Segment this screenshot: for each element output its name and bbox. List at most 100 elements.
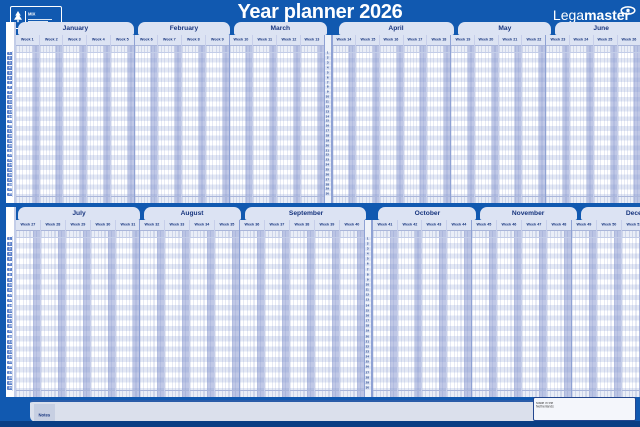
row-number-badge: 11 — [7, 288, 13, 292]
week-header-label: Week 2 — [44, 38, 58, 42]
row-number-badge: 21 — [324, 148, 331, 153]
month-group-october: Week 41 Week 42 Week 43 Week 44 — [371, 220, 472, 397]
fsc-divider — [25, 11, 26, 24]
month-group-june: Week 23 Week 24 Week 25 Week 26 — [545, 35, 640, 203]
row-number-cell: 23 — [364, 349, 371, 354]
day-date-strip-top — [547, 231, 572, 238]
row-number-cell: 17 — [364, 319, 371, 324]
day-date-strip-bottom — [474, 196, 498, 203]
day-date-strip-top — [522, 46, 546, 53]
row-number-cell: 23 — [6, 349, 14, 354]
week-header: Week 16 — [380, 35, 403, 46]
week-header-label: Week 42 — [402, 223, 417, 227]
week-column: Week 38 — [288, 220, 314, 397]
week-header-label: Week 21 — [502, 38, 518, 42]
row-number-text: 13 — [8, 110, 12, 114]
week-day-grid — [205, 53, 229, 196]
day-date-strip-bottom — [380, 196, 403, 203]
row-number-cell: 26 — [364, 365, 371, 370]
row-number-badge: 21 — [7, 148, 13, 153]
row-number-text: 21 — [325, 149, 330, 153]
row-number-text: 9 — [9, 90, 11, 94]
row-number-text: 5 — [366, 257, 369, 261]
row-number-cell: 20 — [6, 334, 14, 339]
week-header: Week 50 — [596, 220, 621, 231]
week-day-grid — [332, 53, 356, 196]
row-number-text: 8 — [9, 85, 11, 89]
month-tab-label: July — [72, 210, 86, 217]
row-number-cell: 7 — [6, 80, 14, 85]
week-day-grid — [190, 238, 215, 390]
week-column: Week 50 — [595, 220, 621, 397]
week-header: Week 29 — [65, 220, 90, 231]
week-column: Week 48 — [546, 220, 572, 397]
row-number-text: 4 — [9, 66, 11, 70]
week-column: Week 20 — [473, 35, 498, 203]
week-day-grid — [427, 53, 451, 196]
row-number-text: 29 — [8, 381, 12, 385]
month-group-november: Week 45 Week 46 Week 47 Week 48 — [471, 220, 572, 397]
row-number-text: 10 — [8, 283, 12, 287]
company-name: Legamaster International B.V. — [607, 399, 640, 417]
row-number-badge: 2 — [7, 56, 13, 61]
row-number-text: 28 — [8, 376, 12, 380]
day-date-strip-bottom — [397, 390, 422, 397]
week-column: Week 4 — [86, 35, 110, 203]
row-number-cell: 15 — [6, 308, 14, 313]
legamaster-logo: Legamaster — [553, 6, 636, 23]
day-date-strip-bottom — [472, 390, 497, 397]
row-number-cell: 19 — [324, 138, 331, 143]
month-tab-april: April — [338, 22, 455, 35]
day-date-strip-top — [497, 231, 522, 238]
row-number-cell: 23 — [6, 158, 14, 163]
row-number-badge: 12 — [7, 293, 13, 298]
week-header-label: Week 35 — [219, 223, 235, 227]
day-date-strip-bottom — [265, 390, 289, 397]
week-header-label: Week 17 — [407, 38, 423, 42]
month-tab-label: April — [388, 25, 405, 32]
week-day-grid — [497, 238, 522, 390]
week-column: Week 35 — [214, 220, 240, 397]
row-number-cell: 18 — [6, 134, 14, 139]
week-column: Week 33 — [164, 220, 190, 397]
week-column: Week 36 — [240, 220, 265, 397]
day-date-strip-top — [403, 46, 427, 53]
row-number-text: 30 — [8, 192, 12, 196]
row-number-badge: 25 — [364, 360, 371, 365]
row-number-cell: 14 — [6, 303, 14, 308]
day-date-strip-top — [447, 231, 472, 238]
row-number-badge: 2 — [364, 241, 371, 246]
page-title: Year planner 2026 — [237, 1, 403, 23]
week-day-grid — [115, 238, 140, 390]
row-number-badge: 27 — [7, 177, 13, 182]
row-number-text: 23 — [8, 158, 12, 162]
week-column: Week 13 — [299, 35, 324, 203]
month-tab-label: May — [498, 25, 511, 32]
row-number-cell: 28 — [6, 182, 14, 187]
row-numbers-left: 1 2 3 4 5 6 7 8 9 10 11 12 13 14 15 16 17 18 19 20 21 22 23 24 2… — [6, 207, 15, 397]
day-date-strip-top — [570, 46, 593, 53]
row-number-cell: 13 — [6, 109, 14, 114]
day-date-strip-bottom — [182, 196, 205, 203]
row-number-badge: 1 — [324, 51, 331, 56]
row-number-badge: 15 — [364, 308, 371, 313]
day-date-strip-bottom — [63, 196, 87, 203]
row-number-badge: 17 — [324, 129, 331, 133]
week-column: Week 21 — [497, 35, 522, 203]
row-number-cell: 28 — [364, 375, 371, 380]
day-date-strip-top — [229, 46, 253, 53]
row-number-badge: 30 — [7, 192, 13, 197]
week-header: Week 34 — [190, 220, 215, 231]
fsc-smalltext-line — [28, 20, 48, 22]
row-number-text: 10 — [365, 283, 370, 287]
week-day-grid — [300, 53, 324, 196]
row-number-badge: 8 — [364, 272, 371, 277]
day-date-strip-top — [472, 231, 497, 238]
week-header-label: Week 36 — [244, 223, 260, 227]
week-header-label: Week 33 — [169, 223, 185, 227]
day-date-strip-top — [253, 46, 277, 53]
day-date-strip-bottom — [16, 196, 39, 203]
row-number-cell: 30 — [324, 192, 331, 197]
row-number-text: 2 — [326, 56, 329, 60]
week-header: Week 2 — [39, 35, 63, 46]
